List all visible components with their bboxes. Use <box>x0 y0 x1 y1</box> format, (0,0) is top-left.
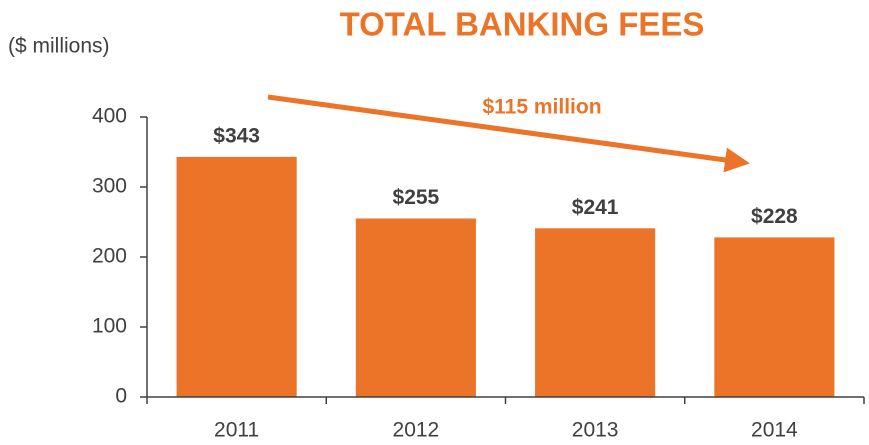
bar <box>176 156 297 397</box>
data-label: $343 <box>213 124 260 147</box>
data-label: $255 <box>393 186 440 209</box>
bar <box>535 228 656 397</box>
data-label: $241 <box>572 196 619 219</box>
y-tick-label: 400 <box>92 105 127 128</box>
x-tick-label: 2012 <box>393 419 440 442</box>
y-tick-label: 300 <box>92 175 127 198</box>
x-tick-label: 2013 <box>572 419 619 442</box>
x-tick-label: 2011 <box>214 419 259 442</box>
y-axis-label: ($ millions) <box>8 35 110 58</box>
bar <box>714 237 835 397</box>
y-tick-label: 100 <box>92 315 127 338</box>
bar <box>355 218 476 397</box>
trend-arrow <box>267 94 750 173</box>
annotation: $115 million <box>482 96 601 119</box>
x-tick-label: 2014 <box>751 419 798 442</box>
y-tick-label: 0 <box>115 385 127 408</box>
y-tick-label: 200 <box>92 245 127 268</box>
chart-title: TOTAL BANKING FEES <box>340 6 705 43</box>
data-label: $228 <box>751 205 798 228</box>
